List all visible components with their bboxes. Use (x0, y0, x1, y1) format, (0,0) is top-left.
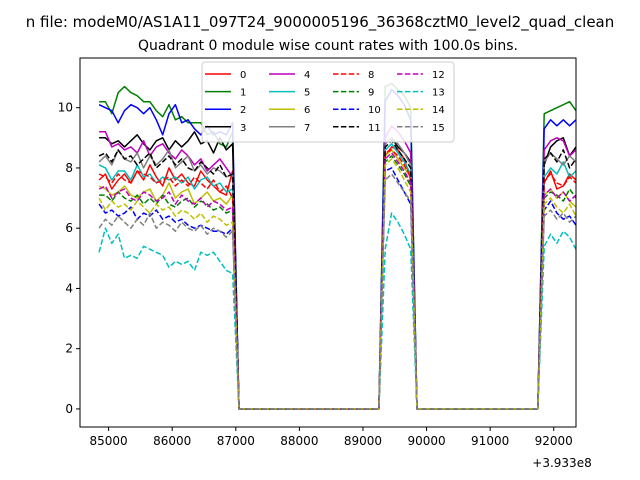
y-tick-label: 0 (65, 402, 73, 416)
x-tick-label: 87000 (217, 434, 255, 448)
legend-label-13: 13 (432, 88, 445, 99)
legend-label-6: 6 (304, 105, 310, 116)
legend-label-4: 4 (304, 70, 310, 81)
x-axis: 85000 86000 87000 88000 89000 90000 91000 92000 (90, 427, 573, 448)
y-tick-label: 8 (65, 161, 73, 175)
legend-label-10: 10 (368, 105, 381, 116)
plot-area (79, 57, 577, 428)
x-tick-label: 92000 (535, 434, 573, 448)
x-tick-label: 86000 (153, 434, 191, 448)
series-line-10 (98, 167, 576, 410)
figure-suptitle: n file: modeM0/AS1A11_097T24_9000005196_… (26, 13, 615, 32)
legend-label-3: 3 (240, 123, 246, 134)
legend-label-15: 15 (432, 123, 445, 134)
chart-title: Quadrant 0 module wise count rates with … (138, 38, 518, 54)
x-tick-label: 88000 (280, 434, 318, 448)
x-tick-label: 85000 (90, 434, 128, 448)
legend-label-5: 5 (304, 88, 310, 99)
axes-frame (79, 57, 577, 428)
y-tick-label: 4 (65, 281, 73, 295)
y-tick-label: 6 (65, 221, 73, 235)
legend-label-12: 12 (432, 70, 445, 81)
legend-label-1: 1 (240, 88, 246, 99)
series-group (98, 82, 576, 410)
legend-box (201, 61, 455, 143)
x-tick-label: 91000 (471, 434, 509, 448)
legend-label-11: 11 (368, 123, 381, 134)
y-tick-label: 2 (65, 342, 73, 356)
legend-label-0: 0 (240, 70, 246, 81)
series-line-15 (98, 173, 576, 410)
legend-label-9: 9 (368, 88, 374, 99)
legend-label-2: 2 (240, 105, 246, 116)
x-offset-label: +3.933e8 (532, 456, 591, 470)
y-axis: 0 2 4 6 8 10 (58, 101, 80, 416)
legend-label-14: 14 (432, 105, 445, 116)
y-tick-label: 10 (58, 101, 73, 115)
legend-label-7: 7 (304, 123, 310, 134)
x-tick-label: 89000 (344, 434, 382, 448)
x-tick-label: 90000 (407, 434, 445, 448)
legend-label-8: 8 (368, 70, 374, 81)
